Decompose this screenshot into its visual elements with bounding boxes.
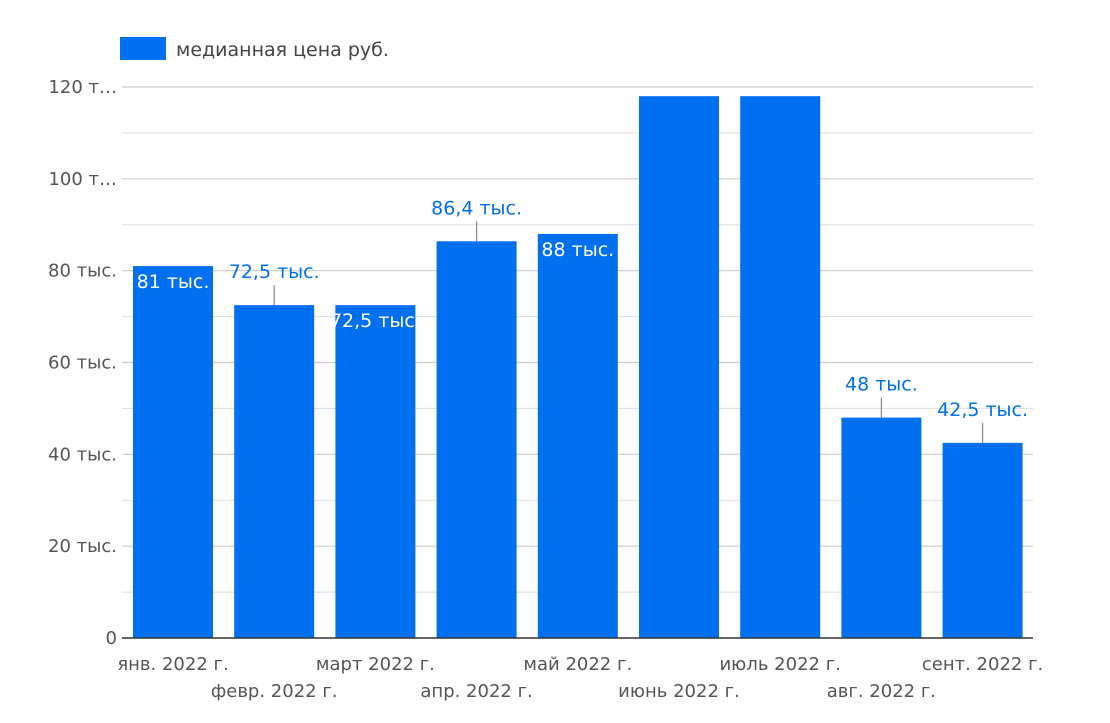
bar [234,305,315,638]
y-tick-label: 120 т… [48,77,117,98]
bar [841,417,922,638]
data-label: 81 тыс. [137,271,210,293]
data-label: 86,4 тыс. [431,197,522,219]
x-tick-label: авг. 2022 г. [827,681,936,702]
data-label: 72,5 тыс. [229,261,320,283]
bar [942,442,1023,638]
y-tick-label: 0 [106,628,117,649]
bar [639,96,719,638]
legend-label: медианная цена руб. [176,39,389,61]
x-tick-label: янв. 2022 г. [117,654,228,675]
bar [537,233,618,638]
x-axis: янв. 2022 г. февр. 2022 г. март 2022 г. апр… [117,637,1043,702]
y-tick-label: 80 тыс. [48,261,117,282]
data-label: 88 тыс. [541,239,614,261]
x-tick-label: март 2022 г. [316,654,435,675]
y-tick-label: 100 т… [48,169,117,190]
data-label: 42,5 тыс. [937,399,1028,421]
bar [436,241,517,638]
x-tick-label: июнь 2022 г. [618,681,740,702]
legend: медианная цена руб. [120,37,389,61]
legend-swatch [120,37,166,60]
bar [740,96,821,638]
bars: 81 тыс. 72,5 тыс. 72,5 тыс. 86,4 тыс. 88 тыс… [133,96,1028,638]
x-tick-label: апр. 2022 г. [420,681,532,702]
x-tick-label: июль 2022 г. [719,654,840,675]
x-tick-label: май 2022 г. [523,654,632,675]
data-label: 48 тыс. [845,374,918,396]
y-axis: 0 20 тыс. 40 тыс. 60 тыс. 80 тыс. 100 т… 120 т… [48,77,117,649]
y-tick-label: 40 тыс. [48,444,117,465]
y-tick-label: 20 тыс. [48,536,117,557]
x-tick-label: февр. 2022 г. [211,681,338,702]
data-label: 72,5 тыс. [330,310,421,332]
bar [133,266,213,638]
x-tick-label: сент. 2022 г. [922,654,1043,675]
y-tick-label: 60 тыс. [48,353,117,374]
bar [335,305,416,638]
